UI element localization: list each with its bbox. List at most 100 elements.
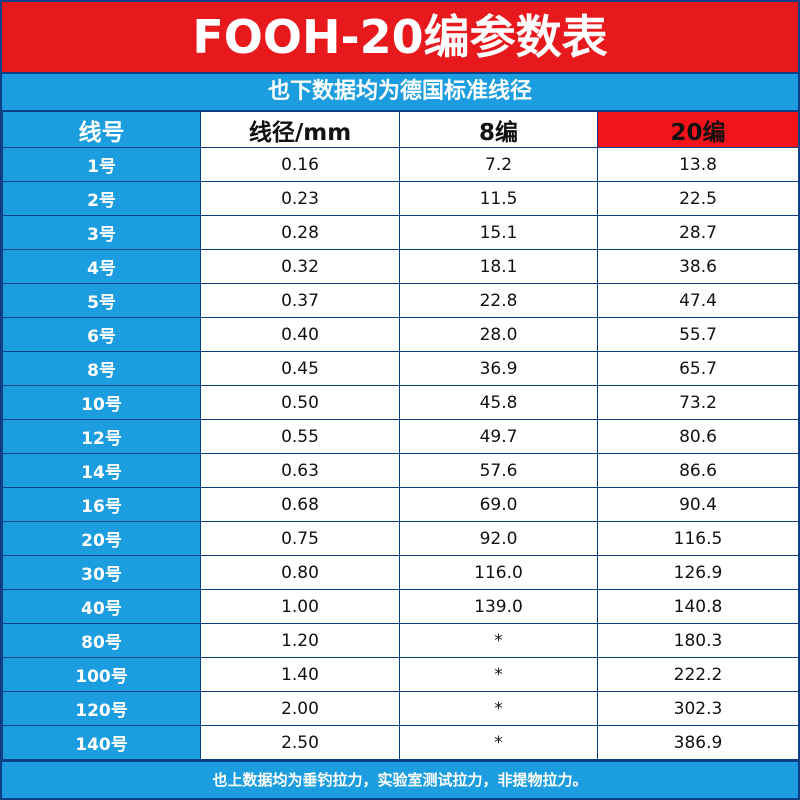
cell: 65.7 xyxy=(597,351,799,386)
cell: 2.00 xyxy=(200,691,400,726)
footer-note: 也上数据均为垂钓拉力，实验室测试拉力，非提物拉力。 xyxy=(2,762,798,798)
line-number: 6号 xyxy=(2,317,201,352)
cell: 90.4 xyxy=(597,487,799,522)
cell: 22.5 xyxy=(597,181,799,216)
data-row: 1号 0.16 7.2 13.8 xyxy=(2,147,799,182)
line-number: 14号 xyxy=(2,453,201,488)
cell: 69.0 xyxy=(399,487,598,522)
cell: 28.0 xyxy=(399,317,598,352)
cell: 222.2 xyxy=(597,657,799,692)
cell: 28.7 xyxy=(597,215,799,250)
cell: 139.0 xyxy=(399,589,598,624)
cell: 1.20 xyxy=(200,623,400,658)
cell: 73.2 xyxy=(597,385,799,420)
line-number: 1号 xyxy=(2,147,201,182)
data-row: 80号 1.20 * 180.3 xyxy=(2,623,799,658)
cell: * xyxy=(399,623,598,658)
data-row: 6号 0.40 28.0 55.7 xyxy=(2,317,799,352)
cell: 92.0 xyxy=(399,521,598,556)
column-header: 线径/mm xyxy=(200,111,400,148)
cell: 0.37 xyxy=(200,283,400,318)
column-header: 20编 xyxy=(597,111,799,148)
data-row: 100号 1.40 * 222.2 xyxy=(2,657,799,692)
line-number: 10号 xyxy=(2,385,201,420)
cell: 0.75 xyxy=(200,521,400,556)
data-row: 120号 2.00 * 302.3 xyxy=(2,691,799,726)
cell: 0.80 xyxy=(200,555,400,590)
line-number: 20号 xyxy=(2,521,201,556)
line-number: 30号 xyxy=(2,555,201,590)
cell: 13.8 xyxy=(597,147,799,182)
cell: 0.40 xyxy=(200,317,400,352)
data-row: 30号 0.80 116.0 126.9 xyxy=(2,555,799,590)
cell: 0.55 xyxy=(200,419,400,454)
cell: 0.68 xyxy=(200,487,400,522)
spec-table: 线号 线径/mm 8编 20编 1号 0.16 7.2 13.8 2号 0.23 11.5 22.5 3… xyxy=(2,111,799,760)
cell: 140.8 xyxy=(597,589,799,624)
data-row: 3号 0.28 15.1 28.7 xyxy=(2,215,799,250)
header-row: 线号 线径/mm 8编 20编 xyxy=(2,111,799,148)
cell: 0.45 xyxy=(200,351,400,386)
line-number: 3号 xyxy=(2,215,201,250)
cell: 11.5 xyxy=(399,181,598,216)
cell: 2.50 xyxy=(200,725,400,760)
cell: 18.1 xyxy=(399,249,598,284)
cell: 0.28 xyxy=(200,215,400,250)
cell: 7.2 xyxy=(399,147,598,182)
cell: 38.6 xyxy=(597,249,799,284)
cell: 0.63 xyxy=(200,453,400,488)
cell: 180.3 xyxy=(597,623,799,658)
data-row: 10号 0.50 45.8 73.2 xyxy=(2,385,799,420)
cell: * xyxy=(399,691,598,726)
line-number: 80号 xyxy=(2,623,201,658)
cell: 0.23 xyxy=(200,181,400,216)
cell: 80.6 xyxy=(597,419,799,454)
cell: 302.3 xyxy=(597,691,799,726)
data-row: 40号 1.00 139.0 140.8 xyxy=(2,589,799,624)
cell: 386.9 xyxy=(597,725,799,760)
cell: 49.7 xyxy=(399,419,598,454)
data-row: 2号 0.23 11.5 22.5 xyxy=(2,181,799,216)
data-row: 4号 0.32 18.1 38.6 xyxy=(2,249,799,284)
cell: 116.0 xyxy=(399,555,598,590)
line-number: 8号 xyxy=(2,351,201,386)
column-header: 8编 xyxy=(399,111,598,148)
cell: 0.50 xyxy=(200,385,400,420)
line-number: 100号 xyxy=(2,657,201,692)
line-number: 16号 xyxy=(2,487,201,522)
cell: 36.9 xyxy=(399,351,598,386)
cell: 86.6 xyxy=(597,453,799,488)
cell: 0.32 xyxy=(200,249,400,284)
cell: 22.8 xyxy=(399,283,598,318)
title: FOOH-20编参数表 xyxy=(2,2,798,74)
cell: * xyxy=(399,725,598,760)
cell: 0.16 xyxy=(200,147,400,182)
cell: 47.4 xyxy=(597,283,799,318)
line-number: 140号 xyxy=(2,725,201,760)
cell: 126.9 xyxy=(597,555,799,590)
line-number: 4号 xyxy=(2,249,201,284)
data-row: 20号 0.75 92.0 116.5 xyxy=(2,521,799,556)
column-header: 线号 xyxy=(2,111,201,148)
data-row: 5号 0.37 22.8 47.4 xyxy=(2,283,799,318)
cell: 1.40 xyxy=(200,657,400,692)
line-number: 2号 xyxy=(2,181,201,216)
cell: 15.1 xyxy=(399,215,598,250)
line-number: 120号 xyxy=(2,691,201,726)
cell: 1.00 xyxy=(200,589,400,624)
cell: 45.8 xyxy=(399,385,598,420)
subtitle: 也下数据均为德国标准线径 xyxy=(2,74,798,111)
cell: 116.5 xyxy=(597,521,799,556)
data-row: 8号 0.45 36.9 65.7 xyxy=(2,351,799,386)
cell: 57.6 xyxy=(399,453,598,488)
data-row: 12号 0.55 49.7 80.6 xyxy=(2,419,799,454)
data-row: 14号 0.63 57.6 86.6 xyxy=(2,453,799,488)
cell: * xyxy=(399,657,598,692)
data-row: 16号 0.68 69.0 90.4 xyxy=(2,487,799,522)
line-number: 5号 xyxy=(2,283,201,318)
data-row: 140号 2.50 * 386.9 xyxy=(2,725,799,760)
line-number: 40号 xyxy=(2,589,201,624)
cell: 55.7 xyxy=(597,317,799,352)
line-number: 12号 xyxy=(2,419,201,454)
